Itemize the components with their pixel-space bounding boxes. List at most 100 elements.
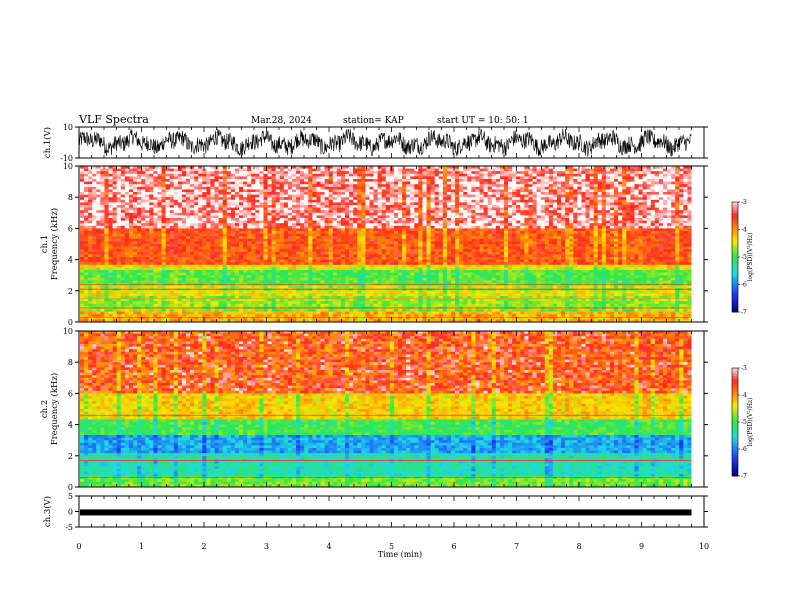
ch1-spectrogram-cell — [231, 221, 235, 224]
ch1-spectrogram-cell — [178, 195, 182, 198]
ch1-spectrogram-cell — [194, 171, 198, 174]
ch1-spectrogram-cell — [300, 202, 304, 205]
ch1-spectrogram-cell — [80, 249, 84, 252]
ch1-spectrogram-cell — [602, 221, 606, 224]
ch1-spectrogram-cell — [162, 234, 166, 237]
ch1-spectrogram-cell — [178, 205, 182, 208]
ch1-spectrogram-cell — [166, 213, 170, 216]
ch1-spectrogram-cell — [92, 200, 96, 203]
ch1-spectrogram-cell — [329, 192, 333, 195]
ch1-spectrogram-cell — [292, 182, 296, 185]
ch1-spectrogram-cell — [96, 239, 100, 242]
ch1-spectrogram-cell — [496, 221, 500, 224]
ch1-spectrogram-cell — [581, 171, 585, 174]
ch1-spectrogram-cell — [284, 239, 288, 242]
ch1-spectrogram-cell — [630, 228, 634, 231]
ch1-spectrogram-cell — [528, 187, 532, 190]
ch1-spectrogram-cell — [414, 171, 418, 174]
ch1-spectrogram-cell — [422, 179, 426, 182]
ch1-spectrogram-cell — [276, 208, 280, 211]
ch1-spectrogram-cell — [210, 197, 214, 200]
ch1-spectrogram-cell — [512, 228, 516, 231]
ch1-spectrogram-cell — [671, 228, 675, 231]
ch1-spectrogram-cell — [451, 241, 455, 244]
ch1-spectrogram-cell — [357, 200, 361, 203]
ch1-spectrogram-cell — [610, 228, 614, 231]
ch1-spectrogram-cell — [614, 228, 618, 231]
ch1-spectrogram-cell — [520, 171, 524, 174]
ch1-spectrogram-cell — [215, 208, 219, 211]
ch1-spectrogram-cell — [312, 197, 316, 200]
ch1-spectrogram-cell — [545, 241, 549, 244]
ch1-spectrogram-cell — [435, 174, 439, 177]
ch1-spectrogram-cell — [166, 244, 170, 247]
ch1-spectrogram-cell — [88, 231, 92, 234]
ch1-spectrogram-cell — [235, 187, 239, 190]
ch1-spectrogram-cell — [455, 174, 459, 177]
ch1-spectrogram-cell — [316, 176, 320, 179]
ch1-spectrogram-cell — [284, 236, 288, 239]
ch1-spectrogram-cell — [129, 202, 133, 205]
ch1-spectrogram-cell — [520, 169, 524, 172]
ch1-spectrogram-cell — [679, 179, 683, 182]
ch1-spectrogram-cell — [145, 236, 149, 239]
ch1-spectrogram-cell — [577, 228, 581, 231]
ch1-spectrogram-cell — [382, 226, 386, 229]
ch1-spectrogram-cell — [198, 208, 202, 211]
ch1-spectrogram-cell — [198, 192, 202, 195]
ch1-spectrogram-cell — [512, 171, 516, 174]
ch1-spectrogram-cell — [643, 244, 647, 247]
ch1-spectrogram-cell — [280, 195, 284, 198]
ch1-spectrogram-cell — [321, 223, 325, 226]
ch1-spectrogram-cell — [304, 223, 308, 226]
ch1-spectrogram-cell — [512, 239, 516, 242]
ch1-spectrogram-cell — [292, 195, 296, 198]
ch1-spectrogram-cell — [374, 210, 378, 213]
ch1-spectrogram-cell — [129, 195, 133, 198]
ch1-spectrogram-cell — [166, 210, 170, 213]
ch1-spectrogram-cell — [361, 249, 365, 252]
ch1-spectrogram-cell — [300, 234, 304, 237]
ch1-spectrogram-cell — [170, 200, 174, 203]
ch1-spectrogram-cell — [276, 197, 280, 200]
ch1-spectrogram-cell — [651, 182, 655, 185]
ch1-spectrogram-cell — [655, 202, 659, 205]
ch1-spectrogram-cell — [659, 174, 663, 177]
ch1-spectrogram-cell — [198, 241, 202, 244]
ch1-spectrogram-cell — [329, 234, 333, 237]
ch1-spectrogram-cell — [414, 226, 418, 229]
ch1-spectrogram-cell — [533, 187, 537, 190]
ch1-spectrogram-cell — [174, 187, 178, 190]
ch1-spectrogram-cell — [333, 215, 337, 218]
ch1-spectrogram-cell — [639, 239, 643, 242]
ch1-spectrogram-cell — [667, 202, 671, 205]
ch1-spectrogram-cell — [345, 210, 349, 213]
ch1-spectrogram-cell — [263, 218, 267, 221]
ch1-spectrogram-cell — [439, 179, 443, 182]
ch1-spectrogram-cell — [141, 218, 145, 221]
ch1-spectrogram-cell — [255, 210, 259, 213]
ch1-spectrogram-cell — [533, 244, 537, 247]
ch1-spectrogram-cell — [162, 187, 166, 190]
ch1-spectrogram-cell — [418, 169, 422, 172]
ch1-spectrogram-cell — [170, 234, 174, 237]
ch1-spectrogram-cell — [520, 195, 524, 198]
ch1-spectrogram-cell — [259, 231, 263, 234]
ch1-spectrogram-cell — [439, 226, 443, 229]
ch1-spectrogram-cell — [284, 179, 288, 182]
ch1-spectrogram-cell — [422, 205, 426, 208]
ch1-spectrogram-cell — [198, 176, 202, 179]
ch1-spectrogram-cell — [565, 236, 569, 239]
ch1-spectrogram-cell — [618, 200, 622, 203]
ch1-spectrogram-cell — [223, 184, 227, 187]
ch1-spectrogram-cell — [288, 182, 292, 185]
ch1-spectrogram-cell — [577, 231, 581, 234]
ch1-spectrogram-cell — [488, 241, 492, 244]
ch1-spectrogram-cell — [227, 228, 231, 231]
ch1-spectrogram-cell — [402, 184, 406, 187]
ch1-spectrogram-cell — [455, 221, 459, 224]
ch1-spectrogram-cell — [153, 174, 157, 177]
ch1-spectrogram-cell — [655, 208, 659, 211]
ch1-spectrogram-cell — [239, 202, 243, 205]
ch1-spectrogram-cell — [537, 174, 541, 177]
